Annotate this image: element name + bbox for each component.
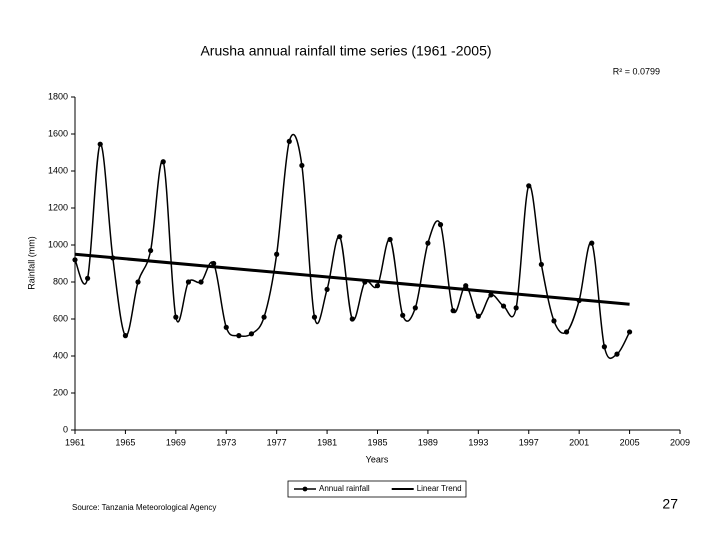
data-point xyxy=(85,275,91,281)
x-tick-label: 1961 xyxy=(65,437,85,447)
data-point xyxy=(148,247,154,254)
data-point xyxy=(135,279,141,285)
data-point xyxy=(211,260,217,267)
y-tick-label: 200 xyxy=(53,387,68,397)
x-tick-label: 1977 xyxy=(267,437,287,447)
series-line xyxy=(74,134,631,360)
data-point xyxy=(185,279,192,285)
y-tick-label: 800 xyxy=(53,276,68,286)
data-point xyxy=(450,308,456,314)
legend-box xyxy=(287,480,467,498)
data-point xyxy=(614,351,620,357)
data-point xyxy=(563,329,570,335)
y-tick-label: 400 xyxy=(53,350,68,360)
data-point xyxy=(223,324,229,330)
data-point xyxy=(122,333,129,339)
legend-label: Linear Trend xyxy=(417,484,462,493)
data-point xyxy=(198,279,204,285)
page-number: 27 xyxy=(662,496,678,512)
chart-title: Arusha annual rainfall time series (1961… xyxy=(200,43,491,59)
data-point xyxy=(274,251,280,257)
data-point xyxy=(551,318,557,324)
y-tick-label: 600 xyxy=(53,313,68,323)
data-point xyxy=(475,313,481,319)
data-point xyxy=(500,303,507,309)
data-point xyxy=(387,236,393,243)
series-line xyxy=(74,252,630,306)
data-point xyxy=(324,286,330,292)
data-point xyxy=(437,222,444,228)
data-point xyxy=(311,314,318,320)
x-tick-label: 2009 xyxy=(670,437,690,447)
data-point xyxy=(286,138,292,144)
data-point xyxy=(374,283,381,289)
data-point xyxy=(160,159,166,165)
data-point xyxy=(173,314,179,320)
data-point xyxy=(400,312,406,318)
x-tick-label: 2005 xyxy=(620,437,640,447)
legend-label: Annual rainfall xyxy=(319,484,370,493)
data-point xyxy=(72,257,78,263)
y-tick-label: 1000 xyxy=(48,239,68,249)
data-point xyxy=(248,331,255,337)
data-point xyxy=(488,292,494,298)
data-point xyxy=(526,183,532,189)
data-point xyxy=(463,283,469,289)
x-tick-label: 1965 xyxy=(115,437,135,447)
x-tick-label: 2001 xyxy=(569,437,589,447)
x-tick-label: 1981 xyxy=(317,437,337,447)
data-point xyxy=(412,305,418,311)
data-point xyxy=(425,240,431,246)
data-point xyxy=(601,344,607,350)
y-axis-label: Rainfall (mm) xyxy=(26,236,36,290)
data-point xyxy=(337,234,343,240)
r-squared: R² = 0.0799 xyxy=(613,66,660,76)
x-tick-label: 1985 xyxy=(367,437,387,447)
y-tick-label: 1400 xyxy=(48,165,68,175)
x-tick-label: 1997 xyxy=(519,437,539,447)
x-tick-label: 1993 xyxy=(468,437,488,447)
x-tick-label: 1989 xyxy=(418,437,438,447)
data-point xyxy=(97,141,103,147)
data-point xyxy=(589,240,595,246)
data-point xyxy=(236,333,242,339)
y-tick-label: 0 xyxy=(63,424,68,434)
data-point xyxy=(261,314,267,320)
legend-marker xyxy=(302,486,308,492)
data-point xyxy=(513,305,519,311)
data-point xyxy=(299,162,305,169)
x-tick-label: 1973 xyxy=(216,437,236,447)
data-point xyxy=(626,329,633,335)
x-tick-label: 1969 xyxy=(166,437,186,447)
y-tick-label: 1200 xyxy=(48,202,68,212)
source: Source: Tanzania Meteorological Agency xyxy=(72,503,216,512)
data-point xyxy=(538,261,544,268)
y-tick-label: 1800 xyxy=(48,91,68,101)
y-tick-label: 1600 xyxy=(48,128,68,138)
data-point xyxy=(349,316,355,322)
x-axis-label: Years xyxy=(366,454,389,464)
